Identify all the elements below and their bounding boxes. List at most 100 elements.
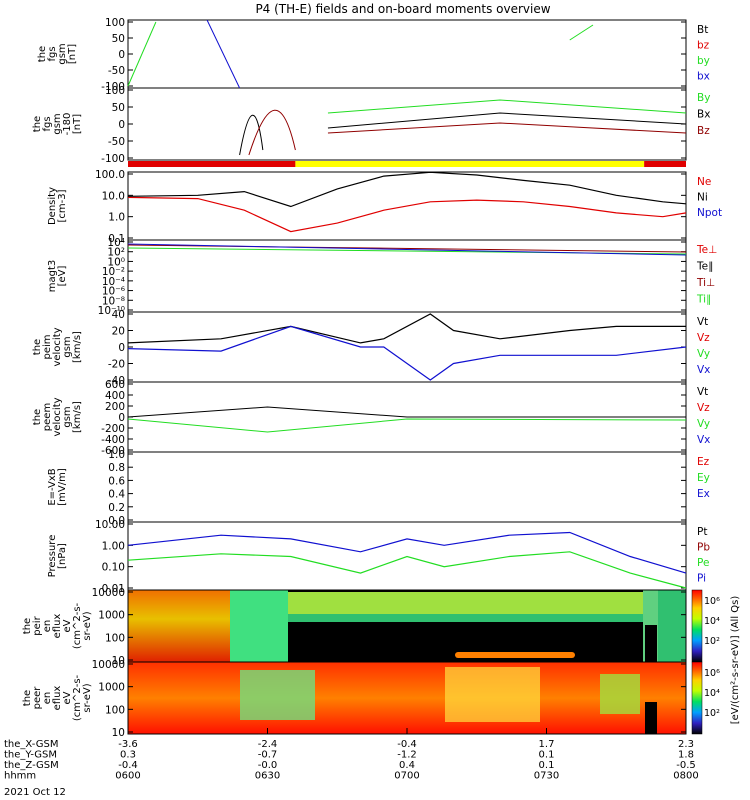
y-tick-label: 0 (118, 412, 125, 424)
legend-entry: Ne (697, 176, 711, 188)
legend-entry: Vx (697, 364, 710, 376)
y-tick-label: 10⁰ (107, 256, 125, 268)
y-axis-label: Pressure (47, 535, 58, 578)
legend-entry: Ti∥ (696, 294, 711, 306)
legend-entry: bx (697, 71, 710, 83)
y-axis-label: [nT] (67, 44, 78, 64)
y-axis-label: the (22, 690, 33, 706)
colorbar-tick-label: 10² (704, 708, 720, 719)
series-density-Ni (127, 171, 687, 208)
y-tick-label: 1.0 (108, 449, 125, 461)
y-axis-label: eflux (52, 686, 63, 711)
y-tick-label: 600 (105, 379, 125, 391)
legend-entry: Vt (697, 386, 708, 398)
y-axis-label: gsm (57, 43, 68, 64)
y-axis-label: velocity (52, 397, 63, 436)
peir-spectrogram-band-top (288, 592, 643, 614)
y-tick-label: 0.1 (108, 233, 125, 245)
peir-spectrogram-arc (455, 652, 575, 658)
y-tick-label: 10 (112, 727, 125, 739)
y-axis-label: fgs (42, 116, 53, 131)
legend-entry: Bx (697, 109, 710, 121)
peem-vy-trace (127, 418, 687, 433)
y-tick-label: 40 (112, 309, 125, 321)
y-axis-label: eV (62, 619, 73, 632)
legend-entry: Bz (697, 125, 710, 137)
panel-fgs: 100 50 0 -50 -100 the fgs gsm [nT] Bt bz by bx (37, 17, 710, 93)
y-tick-label: 100 (105, 17, 125, 29)
fgs-bx-trace (206, 19, 241, 89)
panel-pressure: 10.00 1.00 0.10 0.01 Pressure [nPa] Pt Pb Pe Pi (47, 519, 710, 595)
peem-vt-trace (127, 406, 686, 418)
y-tick-label: 10² (107, 247, 125, 259)
x-row-value: -0.7 (258, 750, 278, 761)
y-axis-label: (cm^2-s- (72, 602, 83, 649)
y-axis-label: [nT] (72, 114, 83, 134)
y-axis-label: the (37, 46, 48, 62)
y-tick-label: 10⁴ (107, 237, 125, 249)
y-axis-label: [cm-3] (57, 189, 68, 222)
y-tick-label: 0.4 (108, 489, 125, 501)
y-tick-label: 0.6 (108, 475, 125, 487)
y-tick-label: 0.10 (102, 562, 125, 574)
fgs-by-trace-late (569, 24, 594, 41)
y-tick-label: -100 (101, 153, 125, 165)
x-row-value: -3.6 (118, 739, 138, 750)
y-axis-label: E=-VxB (47, 468, 58, 505)
y-tick-label: 10000 (92, 659, 125, 671)
legend-entry: Ez (697, 456, 710, 468)
y-tick-label: 100 (105, 85, 125, 97)
y-axis-label: the (22, 618, 33, 634)
y-tick-label: 1.0 (108, 212, 125, 224)
legend-entry: Pb (697, 542, 710, 554)
x-row-value: -0.0 (258, 760, 278, 771)
mode-bar-segment (295, 161, 645, 167)
x-row-value: 1.8 (678, 750, 694, 761)
series-peim-Vt (127, 313, 686, 344)
y-tick-label: 10⁻¹⁰ (98, 305, 125, 317)
temp-trace-c (127, 243, 687, 256)
y-tick-label: 1.00 (102, 540, 125, 552)
x-row-value: -1.2 (397, 750, 417, 761)
legend-entry: Pe (697, 557, 709, 569)
y-axis-label: [km/s] (72, 401, 83, 433)
y-axis-label: Density (47, 187, 58, 225)
panel-fgl: 100 50 0 -50 -100 the fgs gsm -180 [nT] By Bx Bz (32, 85, 710, 165)
y-tick-label: 0.2 (108, 502, 125, 514)
fgl-bz-trace (327, 122, 687, 134)
x-row-value: 0.3 (120, 750, 136, 761)
y-axis-label: en (42, 692, 53, 705)
legend-entry: by (697, 55, 710, 67)
legend-entry: Bt (697, 24, 708, 36)
y-tick-label: -50 (108, 65, 125, 77)
y-axis-label: peim (42, 334, 53, 359)
fgl-by-trace (327, 99, 687, 114)
panel-peir: 10000 1000 100 10 the peir en eflux eV (cm^2-s-sr… (22, 587, 687, 667)
legend-entry: Vz (697, 402, 710, 414)
y-tick-label: 0 (118, 49, 125, 61)
legend-entry: Vx (697, 434, 710, 446)
y-tick-label: -400 (101, 434, 125, 446)
series-pressure-Pi (127, 531, 687, 574)
y-tick-label: 0 (118, 342, 125, 354)
legend-entry: Te∥ (696, 261, 713, 273)
x-row-label: hhmm (4, 771, 36, 782)
legend-entry: Vz (697, 332, 710, 344)
mode-bar-segment (644, 161, 686, 167)
y-axis-label: velocity (52, 327, 63, 366)
peer-spectrogram-green-patch (240, 670, 315, 720)
x-row-value: 0.1 (539, 750, 555, 761)
y-tick-label: -200 (101, 423, 125, 435)
y-tick-label: 400 (105, 390, 125, 402)
y-axis-label: the (32, 409, 43, 425)
y-axis-label: the (32, 339, 43, 355)
y-axis-label: gsm (62, 406, 73, 427)
legend-entry: Vy (697, 348, 710, 360)
y-axis-label: gsm (52, 113, 63, 134)
y-tick-label: -600 (101, 445, 125, 457)
colorbar-tick-label: 10⁶ (704, 596, 720, 607)
legend-entry: Vy (697, 418, 710, 430)
x-row-label: the_Z-GSM (4, 760, 59, 771)
y-tick-label: -20 (108, 359, 125, 371)
y-axis-label: peer (32, 686, 43, 710)
